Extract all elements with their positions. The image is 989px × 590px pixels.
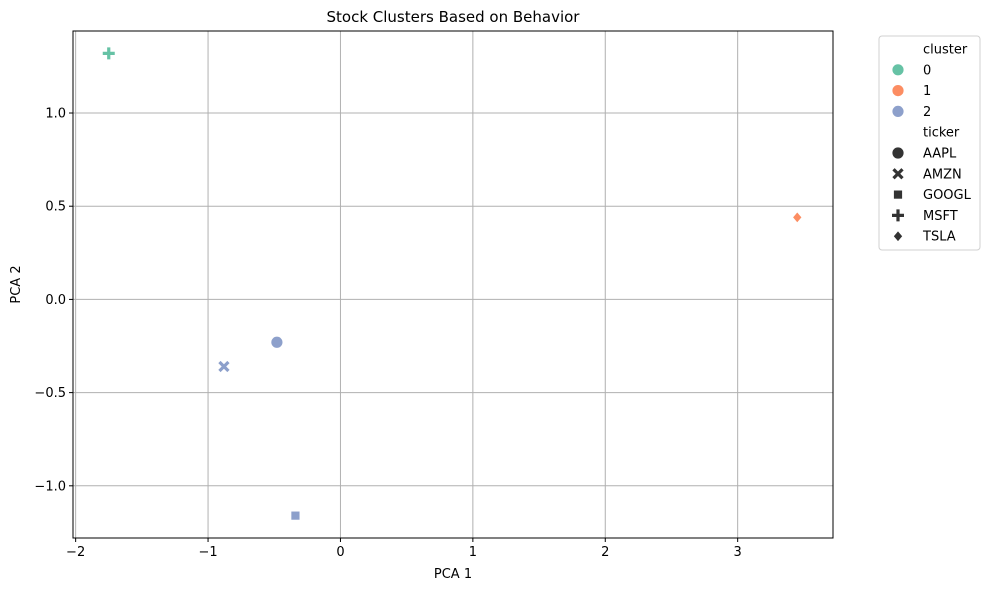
y-tick-label: −1.0 (34, 479, 66, 494)
legend-label-googl: GOOGL (923, 188, 972, 203)
point-amzn (218, 360, 230, 373)
x-tick-label: −2 (66, 545, 85, 560)
legend-marker-aapl (891, 146, 905, 160)
point-tsla (792, 211, 803, 224)
legend-hue-title: cluster (923, 43, 968, 58)
legend-label-cluster-2: 2 (923, 105, 931, 120)
point-msft (102, 47, 115, 60)
legend-label-aapl: AAPL (923, 147, 957, 162)
x-tick-label: 1 (469, 545, 477, 560)
axis-ticks: −2 −1 0 1 2 3 −1.0 −0.5 0.0 0.5 1.0 (34, 107, 741, 560)
legend-marker-msft (892, 209, 904, 222)
legend-marker-cluster-2 (891, 105, 905, 118)
legend-marker-cluster-1 (891, 84, 905, 97)
plot-area (72, 30, 834, 539)
x-axis-label: PCA 1 (434, 567, 472, 582)
grid (73, 31, 833, 538)
point-googl (290, 510, 301, 521)
legend-marker-amzn (892, 168, 904, 180)
legend-marker-tsla (892, 230, 904, 243)
y-axis-label: PCA 2 (9, 265, 24, 303)
legend-label-cluster-0: 0 (923, 63, 931, 78)
y-tick-label: 1.0 (45, 107, 66, 122)
legend-style-title: ticker (923, 126, 960, 141)
legend-label-amzn: AMZN (923, 167, 962, 182)
x-tick-label: 2 (601, 545, 609, 560)
y-tick-label: 0.5 (45, 200, 66, 215)
legend: cluster 0 1 2 ticker AAPL AMZN GOOGL MSFT TSLA (878, 35, 981, 251)
legend-label-tsla: TSLA (922, 230, 956, 245)
x-tick-label: −1 (198, 545, 217, 560)
legend-marker-cluster-0 (891, 63, 905, 77)
point-aapl (270, 335, 284, 349)
data-points (102, 47, 803, 521)
legend-marker-googl (893, 189, 903, 200)
x-tick-label: 3 (734, 545, 742, 560)
chart-title: Stock Clusters Based on Behavior (327, 8, 581, 26)
legend-label-cluster-1: 1 (923, 84, 931, 99)
y-tick-label: −0.5 (34, 386, 66, 401)
x-tick-label: 0 (336, 545, 344, 560)
legend-label-msft: MSFT (923, 209, 958, 224)
y-tick-label: 0.0 (45, 293, 66, 308)
